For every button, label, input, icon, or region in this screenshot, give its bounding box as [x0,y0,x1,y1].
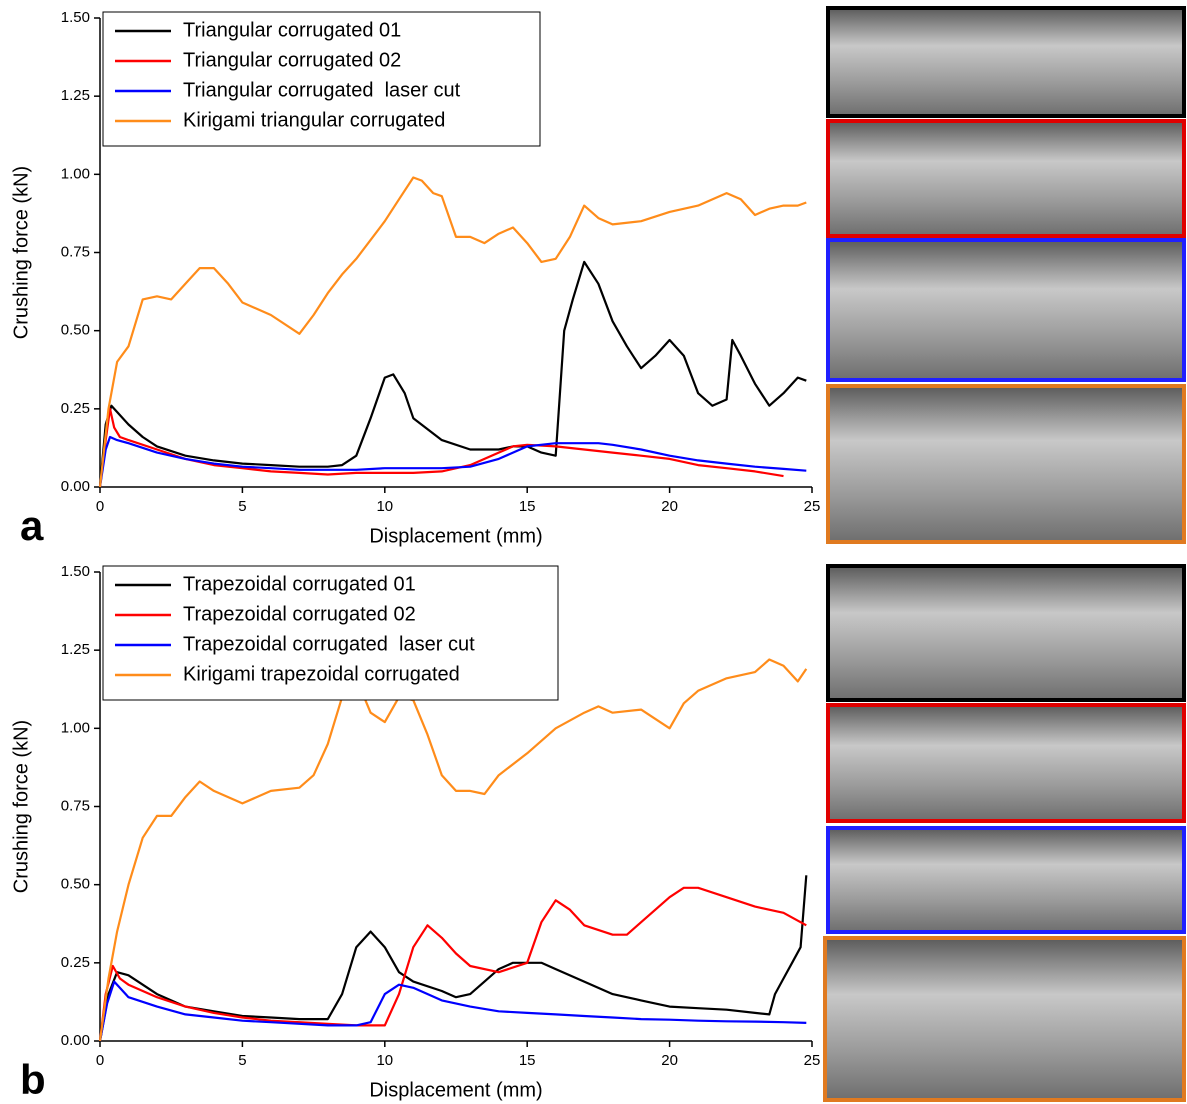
legend-box [102,11,541,147]
y-tick-label: 1.00 [61,165,90,182]
x-tick-label: 20 [661,1052,678,1069]
legend-label: Kirigami trapezoidal corrugated [183,663,460,685]
x-tick-label: 10 [376,498,393,515]
data-line [98,176,807,488]
y-tick-label: 0.00 [61,478,90,495]
y-tick-label: 0.75 [61,797,90,814]
y-axis-title: Crushing force (kN) [10,166,32,339]
y-tick-label: 0.75 [61,243,90,260]
x-tick-label: 10 [376,1052,393,1069]
y-tick-label: 1.50 [61,563,90,580]
y-tick-label: 1.00 [61,719,90,736]
panel-label: b [20,1056,46,1103]
x-axis-title: Displacement (mm) [369,1079,542,1101]
photo [826,703,1186,823]
y-tick-label: 0.00 [61,1032,90,1049]
x-tick-label: 0 [96,1052,104,1069]
y-axis-title: Crushing force (kN) [10,720,32,893]
data-line [98,260,807,488]
photo [826,238,1186,382]
x-tick-label: 5 [238,1052,246,1069]
legend-label: Triangular corrugated laser cut [183,79,461,101]
x-tick-label: 15 [519,498,536,515]
legend-label: Kirigami triangular corrugated [183,109,445,131]
data-line [98,875,808,1042]
x-tick-label: 25 [804,498,821,515]
legend-label: Trapezoidal corrugated 02 [183,603,416,625]
photo [826,564,1186,702]
y-tick-label: 1.25 [61,641,90,658]
data-line [98,658,808,1042]
x-axis-title: Displacement (mm) [369,525,542,547]
legend-box [102,565,559,701]
x-tick-label: 0 [96,498,104,515]
data-line [98,435,807,488]
x-tick-label: 25 [804,1052,821,1069]
legend-label: Trapezoidal corrugated 01 [183,573,416,595]
y-tick-label: 0.50 [61,322,90,339]
photos [823,6,1186,1102]
photo [826,826,1186,934]
data-line [98,886,807,1042]
x-tick-label: 20 [661,498,678,515]
y-tick-label: 1.50 [61,9,90,26]
data-line [98,980,807,1042]
y-tick-label: 0.25 [61,954,90,971]
y-tick-label: 0.50 [61,876,90,893]
x-tick-label: 15 [519,1052,536,1069]
x-tick-label: 5 [238,498,246,515]
legend-label: Trapezoidal corrugated laser cut [183,633,475,655]
y-tick-label: 1.25 [61,87,90,104]
data-line [98,407,784,488]
photo [826,384,1186,544]
legend-label: Triangular corrugated 02 [183,49,401,71]
photo [826,6,1186,118]
panel-label: a [20,502,44,549]
photo [823,936,1186,1102]
legend-label: Triangular corrugated 01 [183,19,401,41]
photo [826,119,1186,238]
y-tick-label: 0.25 [61,400,90,417]
